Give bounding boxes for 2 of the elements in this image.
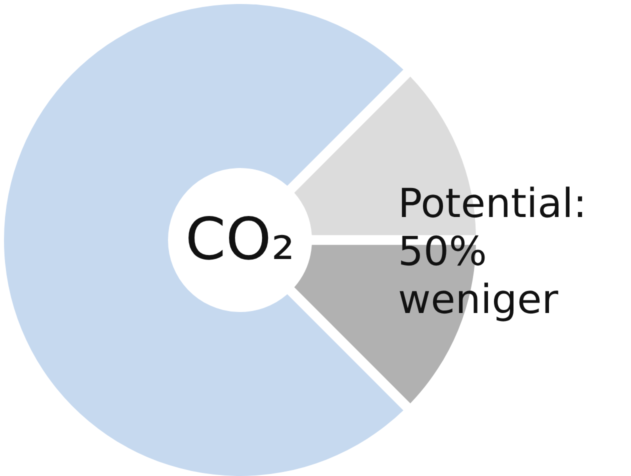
text: CO₂ — [185, 205, 295, 273]
text: Potential: 50% weniger — [398, 181, 587, 323]
